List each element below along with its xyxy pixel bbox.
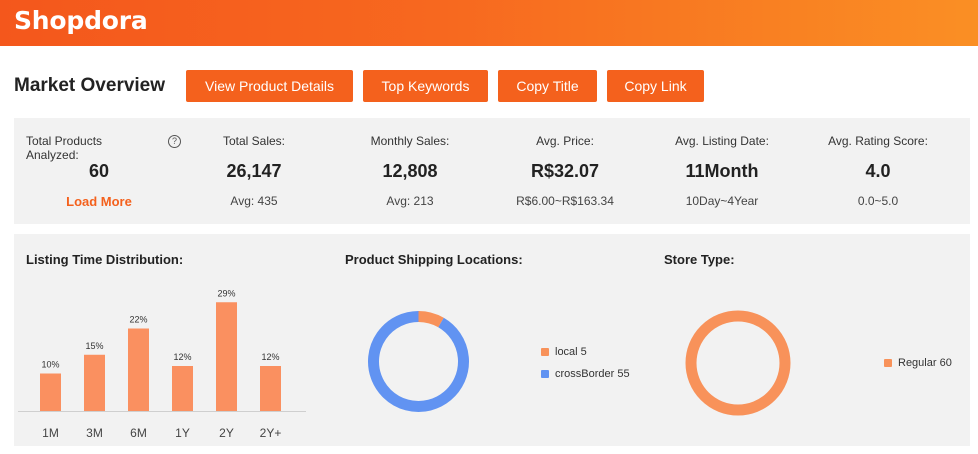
bar-data-label: 10% (41, 360, 59, 370)
x-tick-label: 1Y (175, 426, 190, 440)
bar-1m (40, 373, 61, 411)
stat-value: 60 (88, 161, 110, 181)
listing-time-title: Listing Time Distribution: (26, 252, 184, 267)
charts-panel: Listing Time Distribution: Product Shipp… (14, 234, 970, 446)
stat-sub: R$6.00~R$163.34 (516, 194, 614, 208)
legend-item-regular[interactable]: Regular 60 (884, 357, 952, 369)
shipping-locations-title: Product Shipping Locations: (345, 252, 523, 267)
legend-swatch (884, 359, 892, 367)
store-type-donut-chart (685, 310, 791, 416)
bar-3m (84, 354, 105, 411)
bar-data-label: 29% (217, 288, 235, 298)
stat-value: R$32.07 (530, 161, 600, 181)
slice-regular (685, 310, 791, 416)
shopdora-logo[interactable]: Shopdora (14, 6, 148, 35)
x-tick-label: 6M (130, 426, 147, 440)
view-product-details-button[interactable]: View Product Details (186, 70, 353, 102)
stats-panel: Total Products Analyzed: ? 60 Load More … (14, 118, 970, 224)
help-icon[interactable]: ? (168, 135, 181, 148)
slice-crossborder (368, 311, 469, 412)
legend-label: crossBorder 55 (555, 368, 630, 380)
stat-avg-listing-date: Avg. Listing Date: 11Month 10Day~4Year (652, 118, 792, 224)
legend-item-crossborder[interactable]: crossBorder 55 (541, 368, 630, 380)
bar-2y (216, 302, 237, 411)
copy-title-button[interactable]: Copy Title (498, 70, 597, 102)
bar-data-label: 12% (261, 352, 279, 362)
legend-swatch (541, 370, 549, 378)
stat-label: Total Sales: (222, 134, 286, 148)
stat-sub: Avg: 435 (230, 194, 278, 208)
stat-label: Monthly Sales: (370, 134, 450, 148)
bar-6m (128, 328, 149, 411)
stat-sub: 0.0~5.0 (857, 194, 899, 208)
bar-data-label: 22% (129, 315, 147, 325)
stat-label: Avg. Listing Date: (675, 134, 769, 148)
x-tick-label: 2Y (219, 426, 234, 440)
stat-monthly-sales: Monthly Sales: 12,808 Avg: 213 (340, 118, 480, 224)
copy-link-button[interactable]: Copy Link (607, 70, 704, 102)
stat-value: 12,808 (382, 161, 438, 181)
x-tick-label: 3M (86, 426, 103, 440)
x-tick-label: 2Y+ (260, 426, 282, 440)
stat-total-sales: Total Sales: 26,147 Avg: 435 (184, 118, 324, 224)
stat-sub: Avg: 213 (386, 194, 434, 208)
stat-value: 11Month (685, 161, 759, 181)
bar-1y (172, 366, 193, 411)
page-title: Market Overview (14, 75, 166, 96)
stat-avg-price: Avg. Price: R$32.07 R$6.00~R$163.34 (490, 118, 640, 224)
top-keywords-button[interactable]: Top Keywords (363, 70, 488, 102)
stat-avg-rating: Avg. Rating Score: 4.0 0.0~5.0 (808, 118, 948, 224)
bar-data-label: 12% (173, 352, 191, 362)
load-more-link[interactable]: Load More (66, 194, 132, 209)
stat-value: 26,147 (226, 161, 282, 181)
bar-data-label: 15% (85, 341, 103, 351)
shipping-donut-chart (368, 311, 469, 412)
legend-label: Regular 60 (898, 357, 952, 369)
top-bar: Shopdora (0, 0, 978, 46)
store-type-title: Store Type: (664, 252, 735, 267)
stat-sub: 10Day~4Year (685, 194, 759, 208)
stat-label: Total Products Analyzed: (26, 134, 103, 162)
listing-time-bar-chart: 10% 1M 15% 3M 22% 6M 12% 1Y 29% 2Y 12% 2Y+ (18, 288, 306, 440)
stat-value: 4.0 (865, 161, 891, 181)
legend-label: local 5 (555, 346, 587, 358)
stat-total-products: Total Products Analyzed: ? 60 Load More (14, 118, 184, 224)
x-tick-label: 1M (42, 426, 59, 440)
bar-2yplus (260, 366, 281, 411)
legend-item-local[interactable]: local 5 (541, 346, 587, 358)
stat-label: Avg. Rating Score: (828, 134, 928, 148)
stat-label: Avg. Price: (536, 134, 594, 148)
legend-swatch (541, 348, 549, 356)
slice-local (418, 311, 444, 328)
